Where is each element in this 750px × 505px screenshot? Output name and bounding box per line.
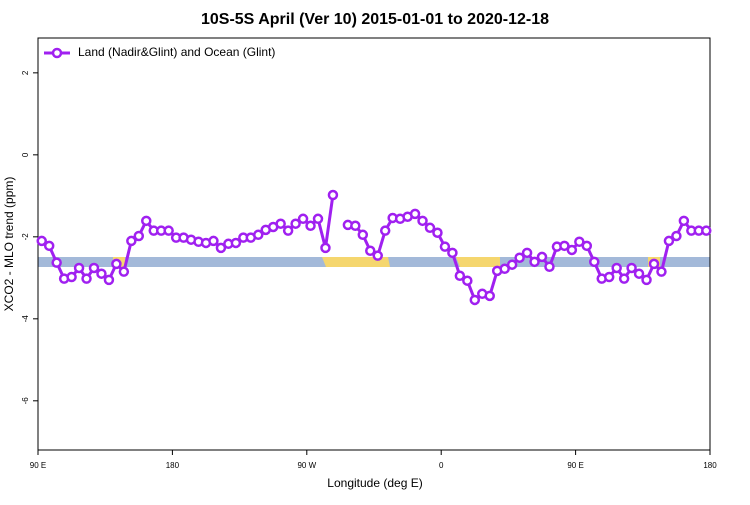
- y-axis-label: XCO2 - MLO trend (ppm): [2, 177, 16, 312]
- point: [312, 213, 324, 225]
- y-tick-label: 2: [21, 70, 30, 75]
- point: [618, 273, 630, 284]
- point: [656, 266, 667, 277]
- point: [208, 235, 219, 247]
- point: [118, 266, 130, 277]
- point: [365, 245, 376, 257]
- point: [350, 220, 361, 232]
- point: [529, 256, 540, 268]
- point: [96, 268, 107, 279]
- point: [111, 258, 122, 270]
- point: [671, 230, 682, 242]
- y-tick-label: -6: [21, 397, 30, 405]
- land-strip: [322, 257, 390, 267]
- point: [73, 262, 85, 274]
- point: [417, 215, 428, 227]
- x-tick-label: 0: [439, 461, 444, 470]
- point: [521, 247, 533, 259]
- x-tick-label: 180: [703, 461, 717, 470]
- point: [163, 225, 174, 236]
- point: [379, 225, 391, 236]
- point: [626, 262, 637, 274]
- x-tick-label: 90 E: [567, 461, 583, 470]
- point: [611, 262, 622, 274]
- point: [51, 257, 62, 268]
- point: [484, 290, 495, 302]
- point: [574, 236, 585, 247]
- point: [290, 218, 301, 229]
- point: [514, 252, 525, 263]
- x-tick-label: 180: [166, 461, 180, 470]
- x-tick-label: 90 E: [30, 461, 46, 470]
- point: [678, 215, 690, 227]
- point: [357, 229, 369, 241]
- point: [230, 237, 242, 249]
- point: [536, 251, 548, 263]
- point: [372, 250, 383, 261]
- point: [499, 263, 510, 275]
- point: [663, 235, 675, 247]
- x-tick-label: 90 W: [297, 461, 316, 470]
- point: [566, 244, 578, 256]
- y-tick-label: -4: [21, 315, 30, 323]
- point: [641, 274, 652, 286]
- point: [603, 271, 615, 283]
- point: [81, 273, 92, 284]
- point: [559, 240, 570, 252]
- point: [506, 259, 518, 270]
- point: [409, 208, 421, 220]
- legend-label: Land (Nadir&Glint) and Ocean (Glint): [78, 45, 275, 59]
- point: [305, 220, 316, 232]
- point: [66, 271, 77, 283]
- point: [454, 270, 466, 282]
- point: [544, 261, 555, 273]
- chart-title: 10S-5S April (Ver 10) 2015-01-01 to 2020…: [201, 11, 549, 28]
- point: [327, 189, 339, 201]
- land-strip: [456, 257, 500, 267]
- y-tick-label: -2: [21, 233, 30, 241]
- point: [462, 275, 473, 286]
- point: [275, 218, 286, 229]
- point: [469, 294, 481, 306]
- point: [447, 247, 458, 259]
- point: [648, 258, 660, 270]
- point: [701, 225, 712, 236]
- point: [88, 262, 100, 274]
- point: [126, 235, 137, 247]
- point: [432, 227, 443, 238]
- point: [320, 242, 331, 254]
- point: [282, 225, 294, 236]
- point: [439, 241, 451, 252]
- legend-marker: [51, 47, 63, 59]
- point: [581, 240, 593, 252]
- point: [36, 235, 47, 247]
- point: [215, 242, 227, 254]
- surface-strip: [38, 257, 710, 267]
- point: [297, 213, 309, 225]
- point: [141, 215, 152, 227]
- point: [43, 240, 55, 252]
- point: [253, 229, 264, 241]
- point: [103, 274, 115, 286]
- point: [589, 256, 600, 268]
- y-tick-label: 0: [21, 152, 30, 157]
- point: [633, 268, 645, 279]
- x-axis-label: Longitude (deg E): [327, 476, 422, 490]
- point: [424, 222, 436, 234]
- point: [133, 230, 145, 242]
